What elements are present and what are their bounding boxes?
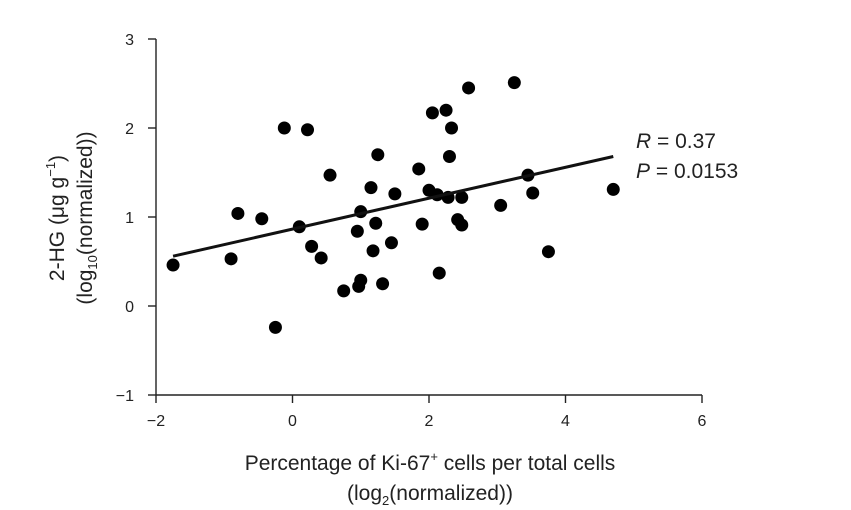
data-point: [376, 277, 390, 291]
data-point: [445, 121, 459, 135]
data-point: [412, 162, 426, 176]
data-point: [425, 106, 439, 120]
x-ticks: −2 0 2 4 6: [147, 395, 707, 430]
data-point: [305, 239, 319, 253]
data-point: [439, 103, 453, 117]
y-axis-title-line2: (log10(normalized)): [74, 131, 100, 304]
data-point: [231, 206, 245, 220]
data-point: [415, 217, 429, 231]
data-point: [301, 123, 315, 137]
x-tick-label: −2: [147, 413, 165, 430]
r-value-annotation: R = 0.37: [636, 130, 716, 153]
data-points: [166, 76, 620, 334]
x-tick-label: 6: [698, 413, 707, 430]
data-point: [494, 198, 508, 212]
y-tick-label: 1: [125, 210, 134, 227]
data-point: [314, 251, 328, 265]
data-point: [337, 284, 351, 298]
data-point: [369, 216, 383, 230]
data-point: [455, 190, 469, 204]
data-point: [432, 266, 446, 280]
x-tick-label: 4: [561, 413, 570, 430]
data-point: [366, 244, 380, 258]
p-value-annotation: P = 0.0153: [636, 160, 738, 183]
data-point: [323, 168, 337, 182]
data-point: [507, 76, 521, 90]
data-point: [268, 320, 282, 334]
data-point: [384, 236, 398, 250]
y-tick-label: 2: [125, 121, 134, 138]
data-point: [526, 186, 540, 200]
y-axis-title-line1: 2-HG (μg g−1): [43, 155, 69, 281]
x-axis-title-line2: (log2(normalized)): [347, 482, 513, 508]
data-point: [166, 258, 180, 272]
y-tick-label: 0: [125, 299, 134, 316]
data-point: [541, 245, 555, 259]
y-tick-label: −1: [116, 388, 134, 405]
data-point: [255, 212, 269, 226]
data-point: [462, 81, 476, 95]
data-point: [442, 149, 456, 163]
data-point: [277, 121, 291, 135]
x-axis-title-line1: Percentage of Ki-67+ cells per total cel…: [245, 449, 616, 475]
x-tick-label: 0: [288, 413, 297, 430]
y-tick-label: 3: [125, 32, 134, 49]
data-point: [354, 273, 368, 287]
y-ticks: −1 0 1 2 3: [116, 32, 156, 405]
regression-line: [172, 155, 614, 258]
data-point: [388, 187, 402, 201]
data-point: [455, 218, 469, 232]
data-point: [224, 252, 238, 266]
data-point: [371, 148, 385, 162]
data-point: [364, 181, 378, 195]
x-tick-label: 2: [425, 413, 434, 430]
data-point: [606, 182, 620, 196]
data-point: [350, 224, 364, 238]
